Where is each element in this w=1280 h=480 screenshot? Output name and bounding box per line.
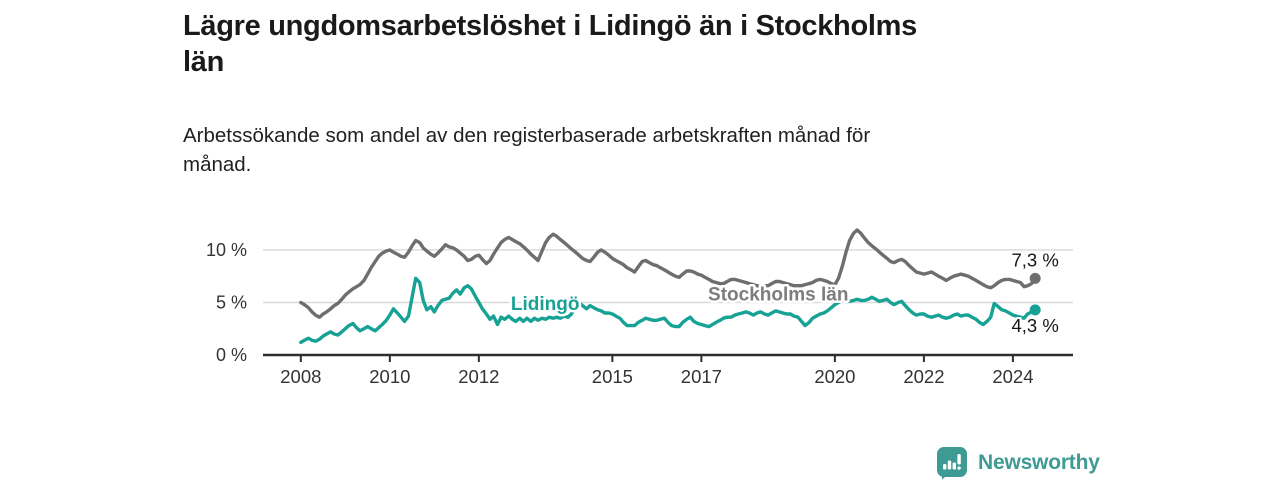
x-tick-label-2017: 2017 [681, 366, 722, 387]
x-tick-label-2012: 2012 [458, 366, 499, 387]
page-title-line2: län [183, 46, 224, 78]
x-tick-label-2020: 2020 [814, 366, 855, 387]
page-subtitle: Arbetssökande som andel av den registerb… [183, 121, 1083, 179]
y-tick-label-0: 0 % [216, 345, 247, 365]
page-subtitle-line2: månad. [183, 153, 252, 176]
series-end-label-liding: 4,3 % [1012, 315, 1059, 336]
page-subtitle-line1: Arbetssökande som andel av den registerb… [183, 124, 871, 147]
series-label-stockholms-l-n: Stockholms län [708, 284, 848, 305]
x-tick-label-2015: 2015 [592, 366, 633, 387]
x-tick-label-2010: 2010 [369, 366, 410, 387]
newsworthy-brand-link[interactable]: Newsworthy [936, 446, 1100, 480]
x-tick-label-2022: 2022 [903, 366, 944, 387]
newsworthy-brand-name: Newsworthy [978, 451, 1100, 474]
page-title: Lägre ungdomsarbetslöshet i Lidingö än i… [183, 8, 1123, 80]
series-end-label-stockholms-l-n: 7,3 % [1012, 249, 1059, 270]
series-end-dot-liding [1029, 304, 1041, 316]
series-end-dot-stockholms-l-n [1029, 272, 1041, 284]
page-title-line1: Lägre ungdomsarbetslöshet i Lidingö än i… [183, 10, 917, 42]
series-line-liding [299, 276, 1037, 345]
series-line-stockholms-l-n [299, 228, 1037, 319]
x-tick-label-2008: 2008 [280, 366, 321, 387]
newsworthy-logo-icon [937, 447, 967, 480]
series-label-liding: Lidingö [511, 294, 580, 315]
line-chart: 2008 2010 2012 2015 2017 2020 2022 2024 0 % 5 % 10… [206, 228, 1073, 387]
x-tick-label-2024: 2024 [992, 366, 1033, 387]
y-tick-label-5: 5 % [216, 292, 247, 312]
y-tick-label-10: 10 % [206, 240, 247, 260]
